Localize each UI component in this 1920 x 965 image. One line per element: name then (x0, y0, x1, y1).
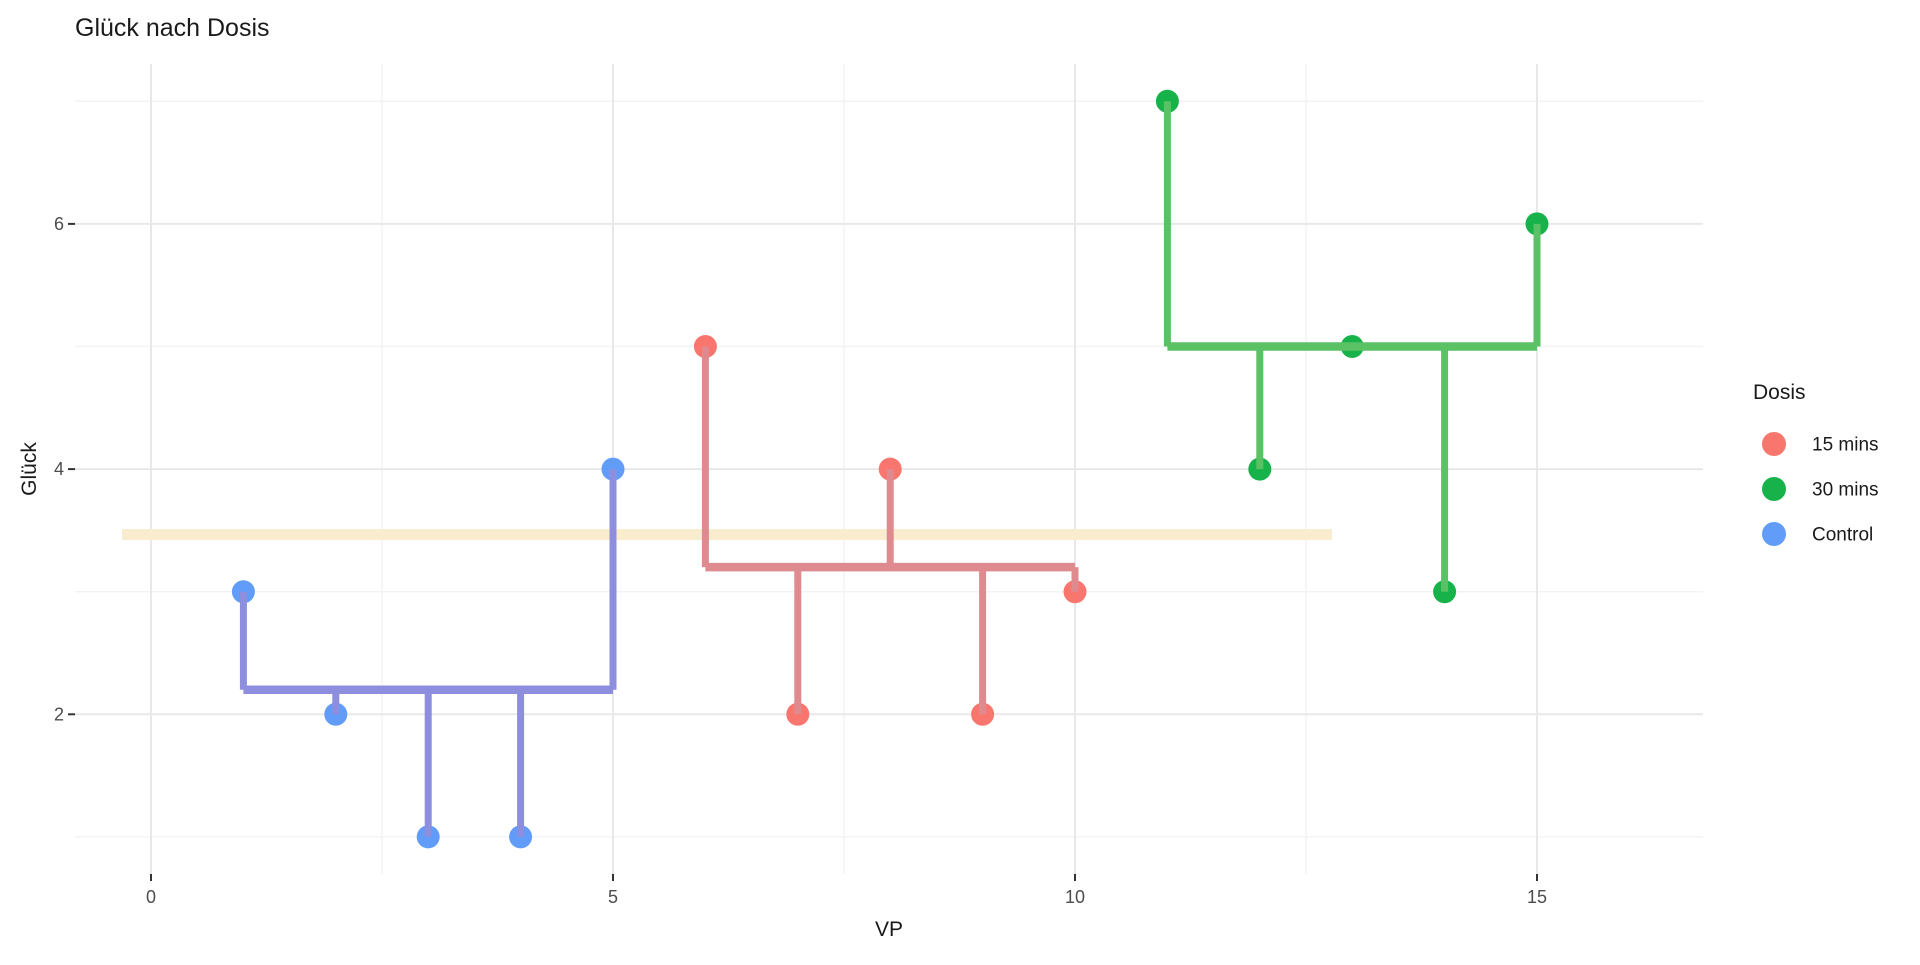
group-30-mins (1155, 89, 1549, 604)
legend: Dosis 15 mins 30 mins Control (1753, 381, 1879, 546)
legend-swatch (1762, 432, 1786, 456)
x-tick-label: 5 (608, 887, 618, 907)
x-axis-title: VP (875, 918, 903, 941)
y-axis-title: Glück (18, 442, 41, 496)
legend-item-30-mins: 30 mins (1762, 477, 1879, 501)
legend-item-label: Control (1812, 525, 1873, 546)
legend-item-label: 15 mins (1812, 435, 1879, 456)
y-tick-label: 2 (54, 704, 64, 724)
legend-swatch (1762, 477, 1786, 501)
x-tick-label: 0 (146, 887, 156, 907)
y-tick-label: 6 (54, 214, 64, 234)
x-tick-label: 10 (1065, 887, 1085, 907)
legend-item-label: 30 mins (1812, 480, 1879, 501)
legend-title: Dosis (1753, 381, 1806, 404)
grid-layer (75, 64, 1703, 874)
legend-items: 15 mins 30 mins Control (1762, 432, 1879, 546)
group-15-mins (693, 335, 1087, 726)
series-layer (231, 89, 1549, 849)
y-tick-label: 4 (54, 459, 64, 479)
legend-swatch (1762, 522, 1786, 546)
chart-title: Glück nach Dosis (75, 14, 270, 42)
x-tick-label: 15 (1527, 887, 1547, 907)
axis-layer: 0 5 10 15 2 4 6 (54, 214, 1547, 907)
legend-item-control: Control (1762, 522, 1873, 546)
legend-item-15-mins: 15 mins (1762, 432, 1879, 456)
group-control (231, 457, 625, 849)
